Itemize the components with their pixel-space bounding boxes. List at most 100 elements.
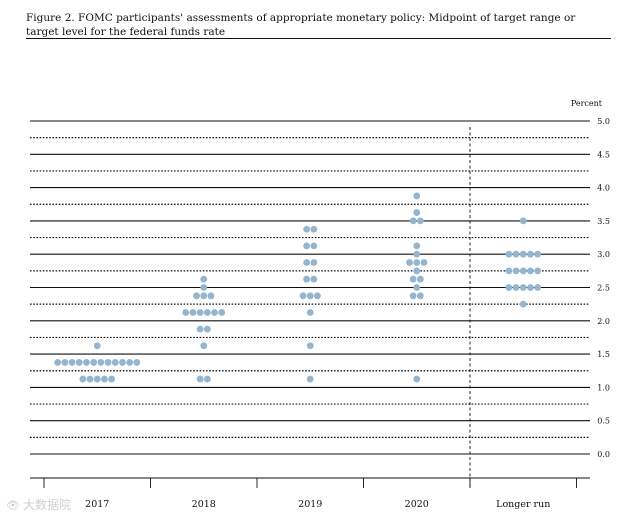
participant-dot <box>218 309 226 316</box>
y-tick-label: 3.5 <box>597 217 610 226</box>
participant-dot <box>79 375 87 383</box>
participant-dot <box>211 309 218 316</box>
participant-dot <box>108 375 116 383</box>
y-tick-label: 3.0 <box>597 250 610 259</box>
participant-dot <box>519 267 527 275</box>
participant-dot <box>68 359 76 366</box>
participant-dot <box>203 309 211 316</box>
participant-dot <box>505 250 513 258</box>
y-tick-label: 1.5 <box>597 350 610 359</box>
watermark: 👁 大数据院 <box>6 496 71 513</box>
x-axis-category-labels: 2017 2018 2019 2020 Longer run <box>85 499 550 510</box>
gridlines <box>30 120 590 455</box>
eye-icon: 👁 <box>6 499 20 512</box>
title-rule <box>26 38 611 39</box>
participant-dot <box>420 259 428 266</box>
participant-dot <box>413 259 421 266</box>
y-tick-label: 5.0 <box>597 117 610 126</box>
participant-dot <box>527 267 534 275</box>
participant-dot <box>310 225 318 233</box>
watermark-text: 大数据院 <box>22 498 71 512</box>
participant-dot <box>505 284 513 291</box>
participant-dot <box>133 359 141 366</box>
participant-dot <box>90 359 98 366</box>
participant-dot <box>512 267 520 275</box>
participant-dot <box>303 242 311 250</box>
participant-dot <box>104 359 112 366</box>
participant-dot <box>519 284 527 291</box>
participant-dot <box>182 309 190 316</box>
participant-dot <box>413 192 421 200</box>
participant-dot <box>416 292 424 300</box>
participant-dot <box>196 375 204 383</box>
participant-dot <box>54 359 62 366</box>
participant-dot <box>189 309 197 316</box>
y-tick-label: 2.5 <box>597 284 610 293</box>
x-category-label: 2017 <box>85 499 109 510</box>
participant-dot <box>306 309 314 316</box>
participant-dot <box>303 275 311 283</box>
x-category-label: Longer run <box>496 499 550 510</box>
participant-dot <box>505 267 513 275</box>
participant-dot <box>310 275 318 283</box>
participant-dot <box>306 375 314 383</box>
participant-dot <box>75 359 83 366</box>
x-category-label: 2020 <box>405 499 429 510</box>
participant-dot <box>83 359 90 366</box>
participant-dot <box>519 300 527 308</box>
participant-dot <box>534 267 542 275</box>
participant-dot <box>409 217 417 225</box>
x-axis <box>30 477 590 488</box>
participant-dot <box>409 275 417 283</box>
participant-dots <box>54 192 542 383</box>
participant-dot <box>527 250 534 258</box>
participant-dot <box>519 250 527 258</box>
y-tick-label: 4.5 <box>597 150 610 159</box>
participant-dot <box>97 359 105 366</box>
participant-dot <box>196 309 204 316</box>
participant-dot <box>416 275 424 283</box>
participant-dot <box>200 342 208 350</box>
participant-dot <box>93 342 101 350</box>
y-tick-label: 1.0 <box>597 383 610 392</box>
participant-dot <box>200 292 208 300</box>
participant-dot <box>111 359 119 366</box>
participant-dot <box>200 284 208 291</box>
participant-dot <box>207 292 215 300</box>
participant-dot <box>413 267 421 275</box>
x-category-label: 2018 <box>192 499 216 510</box>
participant-dot <box>413 250 421 258</box>
participant-dot <box>413 284 421 291</box>
y-tick-label: 0.0 <box>597 450 610 459</box>
participant-dot <box>101 375 108 383</box>
participant-dot <box>119 359 126 366</box>
participant-dot <box>527 284 534 291</box>
participant-dot <box>193 292 200 300</box>
participant-dot <box>203 375 211 383</box>
figure-title: Figure 2. FOMC participants' assessments… <box>26 12 576 38</box>
y-tick-label: 4.0 <box>597 184 610 193</box>
unit-label: Percent <box>571 99 603 108</box>
participant-dot <box>519 217 527 225</box>
participant-dot <box>512 284 520 291</box>
participant-dot <box>413 375 421 383</box>
participant-dot <box>306 292 314 300</box>
participant-dot <box>306 342 314 350</box>
participant-dot <box>534 284 542 291</box>
participant-dot <box>61 359 69 366</box>
participant-dot <box>310 242 318 250</box>
participant-dot <box>303 259 311 266</box>
participant-dot <box>413 209 421 216</box>
participant-dot <box>409 292 417 300</box>
y-tick-label: 2.0 <box>597 317 610 326</box>
participant-dot <box>126 359 134 366</box>
participant-dot <box>203 325 211 333</box>
participant-dot <box>299 292 307 300</box>
participant-dot <box>406 259 413 266</box>
participant-dot <box>200 275 208 283</box>
y-axis-tick-labels: 0.0 0.5 1.0 1.5 2.0 2.5 3.0 3.5 4.0 4.5 5.0 <box>597 117 610 459</box>
participant-dot <box>86 375 94 383</box>
participant-dot <box>93 375 101 383</box>
participant-dot <box>303 225 311 233</box>
